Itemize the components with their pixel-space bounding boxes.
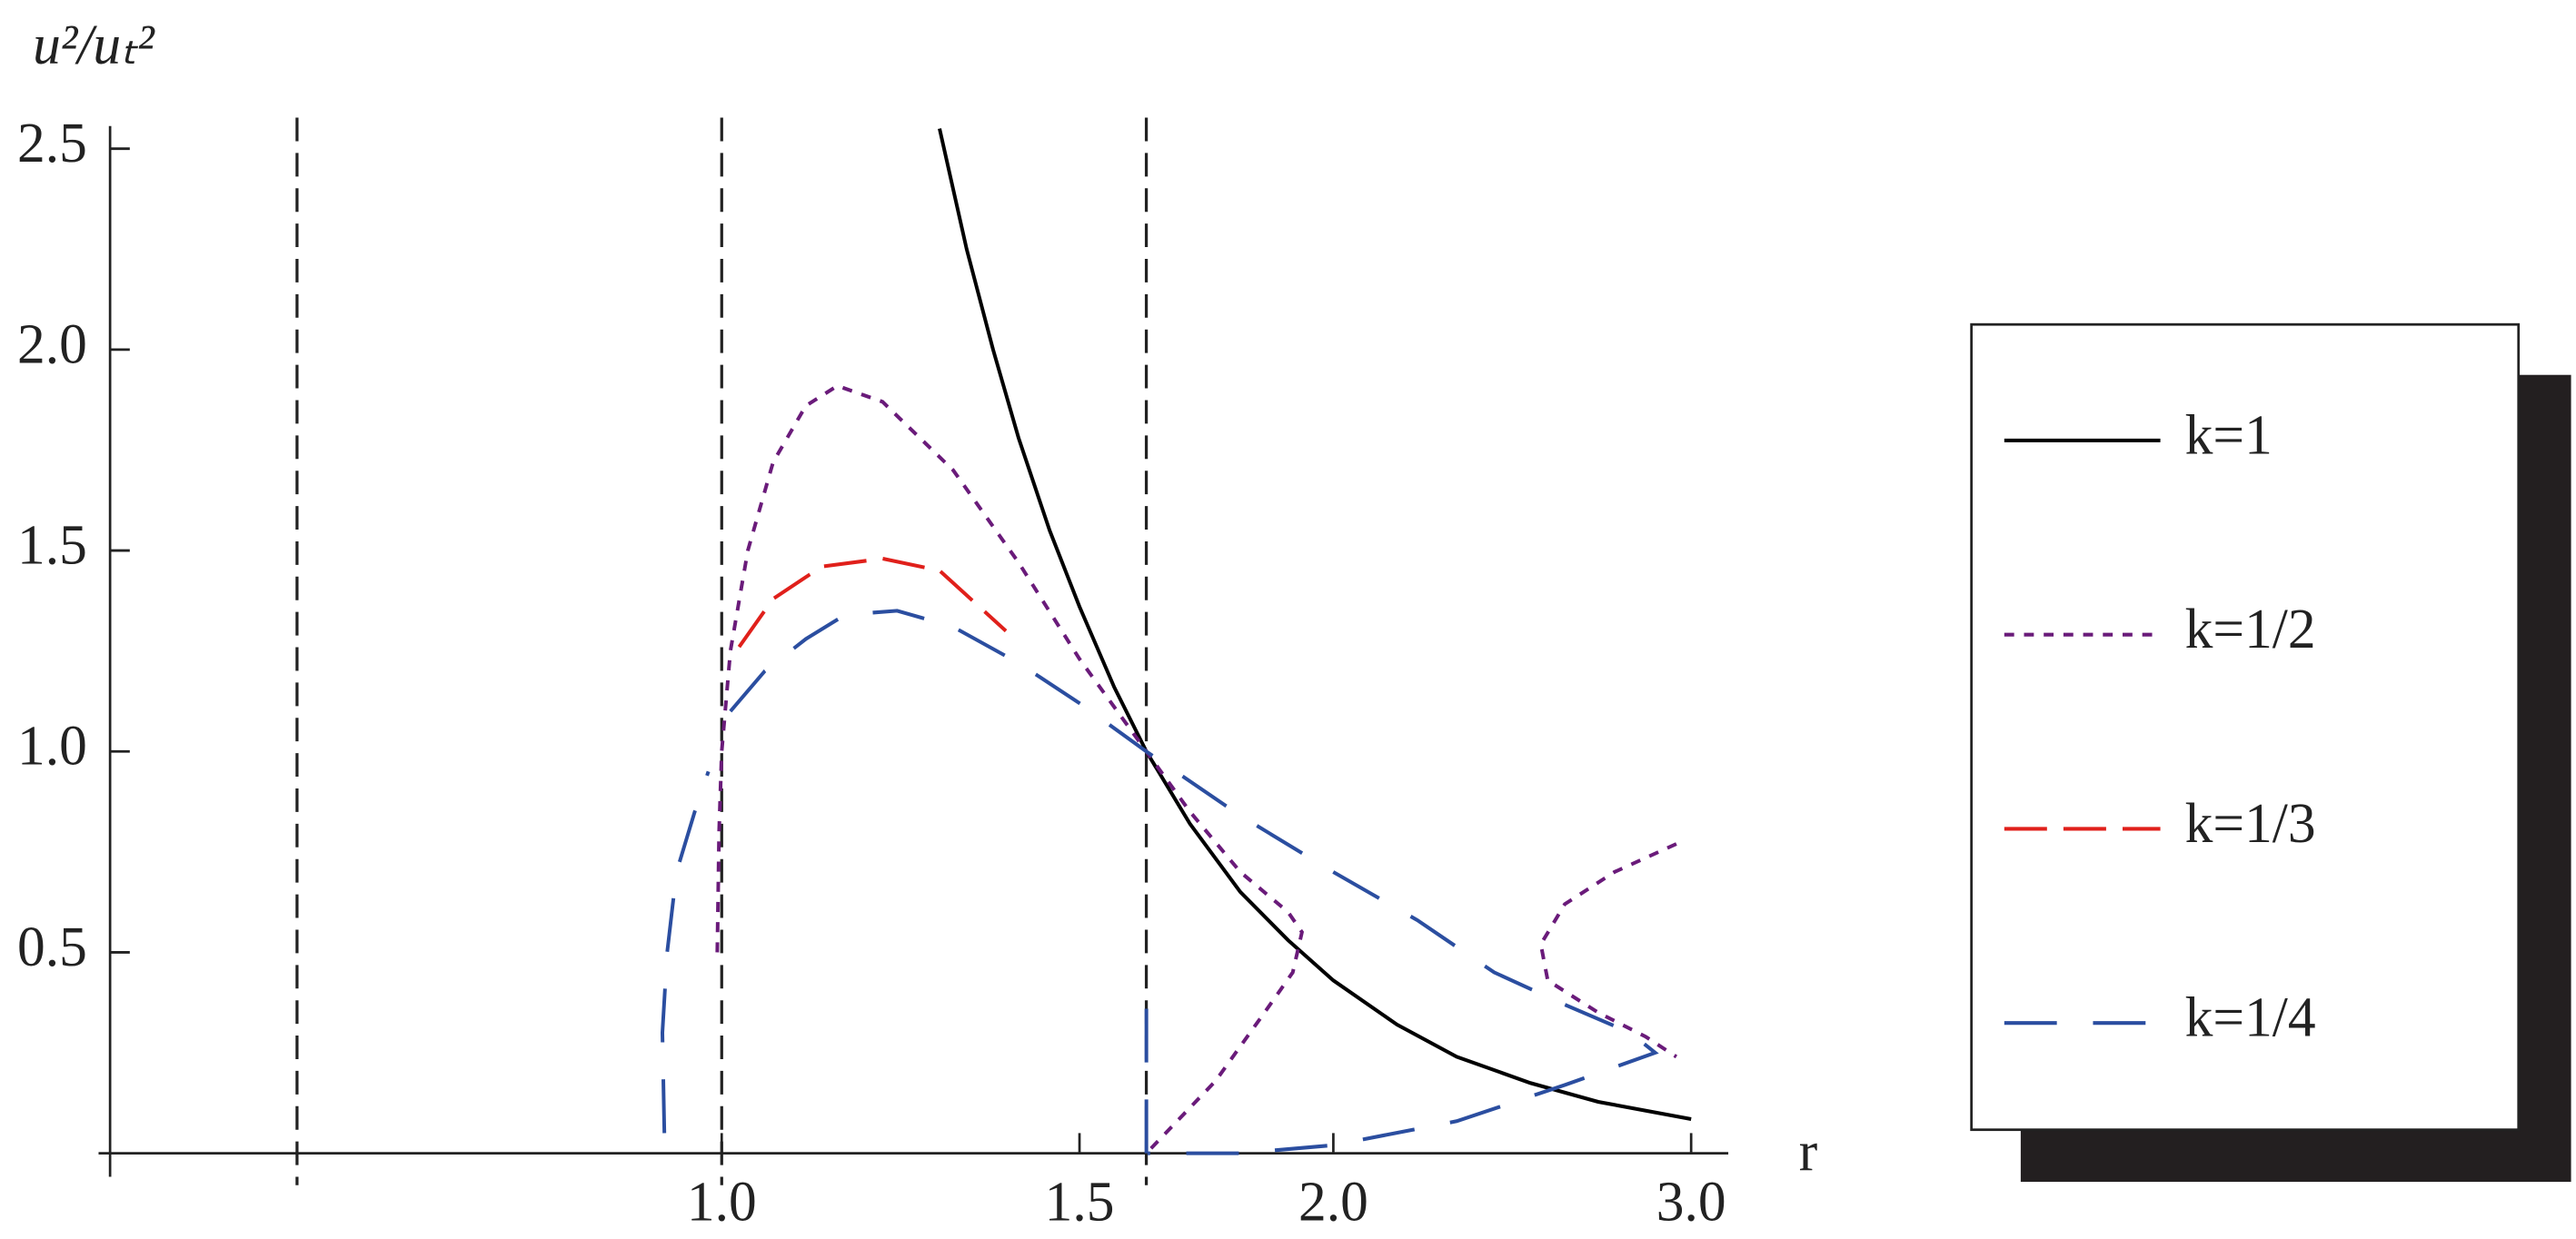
series-line — [938, 128, 1692, 1122]
legend-label: k=1/3 — [2185, 792, 2316, 855]
y-tick-label: 1.5 — [17, 514, 87, 577]
y-axis-label: u²/uₜ² — [33, 14, 155, 76]
y-tick-label: 1.0 — [17, 715, 87, 778]
legend-label: k=1 — [2185, 404, 2273, 467]
y-tick-label: 2.0 — [17, 313, 87, 376]
legend-label: k=1/2 — [2185, 598, 2316, 660]
x-tick-label: 1.5 — [1045, 1171, 1115, 1234]
series-line — [715, 383, 1677, 1155]
legend-label: k=1/4 — [2185, 986, 2316, 1049]
x-tick-label: 2.0 — [1298, 1171, 1368, 1234]
y-tick-label: 2.5 — [17, 113, 87, 175]
y-tick-label: 0.5 — [17, 916, 87, 978]
x-axis-label: r — [1799, 1120, 1818, 1183]
x-tick-label: 3.0 — [1656, 1171, 1726, 1234]
legend — [1970, 322, 2521, 1132]
series-line — [661, 609, 1659, 1155]
series-line — [737, 556, 1008, 649]
